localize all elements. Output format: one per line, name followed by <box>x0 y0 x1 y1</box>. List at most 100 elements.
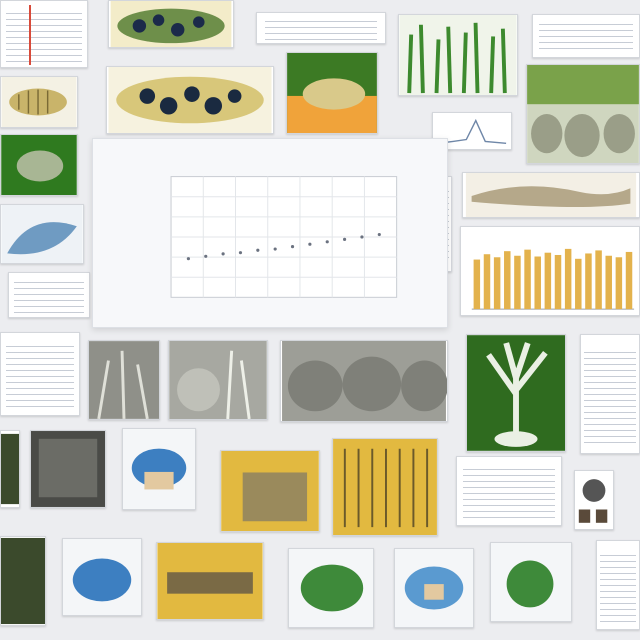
bar <box>514 255 521 310</box>
green-round-tile <box>490 542 572 622</box>
bar <box>534 256 541 310</box>
bar <box>625 251 633 310</box>
doc-lines <box>599 549 637 622</box>
dark-photo-tile <box>0 430 20 508</box>
red-rule <box>29 5 31 65</box>
doc-lines <box>6 7 82 62</box>
data-point <box>273 247 277 251</box>
bar <box>483 254 491 310</box>
dark-photo <box>1 433 19 505</box>
rocks-illustration <box>282 341 447 421</box>
tree-illustration <box>467 335 565 451</box>
bar <box>554 254 562 310</box>
yellow-grid-tile <box>156 542 264 620</box>
green-round <box>491 543 571 621</box>
spotted-fish-illustration <box>108 67 272 133</box>
yellow-bars <box>333 439 437 535</box>
green-specimen-illustration <box>1 135 77 195</box>
roots-illustration <box>527 65 639 163</box>
green-blob-tile <box>288 548 374 628</box>
roots-photo-1 <box>88 340 160 420</box>
bar <box>615 257 623 310</box>
dark-specimen-tile <box>30 430 106 508</box>
doc-lines <box>584 346 636 444</box>
data-point <box>204 254 208 258</box>
blue-fossil-tile-1 <box>62 538 142 616</box>
data-point <box>360 235 364 239</box>
bar <box>504 251 511 310</box>
green-specimen-tile <box>0 134 78 196</box>
doc-tile-top-right <box>532 14 640 58</box>
roots-photo-2 <box>168 340 268 420</box>
blue-leaf-tile <box>0 204 84 264</box>
data-point <box>308 242 312 246</box>
dark-grass-tile <box>0 536 46 626</box>
data-point <box>343 237 347 241</box>
rocks-photo <box>280 340 448 422</box>
fossil-tile-right <box>462 172 640 218</box>
mini-chart-tile <box>432 112 512 150</box>
doc-lines <box>5 341 75 409</box>
roots-tile <box>526 64 640 164</box>
blue-fossil <box>63 539 141 615</box>
doc-tile-top-mid <box>256 12 386 44</box>
doc-tile-top-left <box>0 0 88 68</box>
bar-chart-tile <box>460 226 640 316</box>
blue-leaf-illustration <box>1 205 83 263</box>
doc-lines <box>539 19 633 54</box>
yellow-grid <box>157 543 263 619</box>
data-point <box>325 240 329 244</box>
small-photo-tile <box>574 470 614 530</box>
small-photo <box>575 471 613 529</box>
bar <box>585 253 592 310</box>
fossil-tile-top <box>108 0 234 48</box>
plants-illustration <box>399 15 517 95</box>
bar <box>473 259 481 310</box>
bone-illustration <box>465 173 637 217</box>
bar <box>564 248 572 310</box>
data-point <box>290 245 295 249</box>
green-fish-illustration <box>287 53 377 133</box>
bar <box>575 258 582 310</box>
bar <box>544 252 552 310</box>
blue-fossil-tile-2 <box>394 548 474 628</box>
green-fish-tile <box>286 52 378 134</box>
wood-grid-tile <box>220 450 320 532</box>
roots-photo <box>169 341 267 419</box>
data-point <box>256 248 260 252</box>
main-chart-card <box>92 138 448 328</box>
doc-tile-lower-right <box>456 456 562 526</box>
bar <box>595 250 602 310</box>
plants-tile <box>398 14 518 96</box>
doc-lines <box>264 16 378 41</box>
bar <box>524 249 531 310</box>
doc-lines <box>463 463 555 520</box>
blue-fossil <box>395 549 473 627</box>
dark-grass <box>1 537 45 625</box>
data-point <box>221 252 225 256</box>
doc-tile-left-mid <box>8 272 90 318</box>
doc-lines <box>13 277 85 314</box>
doc-tile-mid-left <box>0 332 80 416</box>
spotted-fish-tile <box>106 66 274 134</box>
blue-doc-tile <box>596 540 640 630</box>
fish-tile-left <box>0 76 78 128</box>
tree-tile <box>466 334 566 452</box>
bar <box>493 257 501 310</box>
blue-diagram-tile <box>122 428 196 510</box>
yellow-bars-tile <box>332 438 438 536</box>
wood-grid <box>221 451 319 531</box>
data-point <box>186 257 190 261</box>
roots-photo <box>89 341 159 419</box>
fish-illustration <box>1 77 77 127</box>
green-blob <box>289 549 373 627</box>
dark-specimen <box>31 431 105 507</box>
data-point <box>238 251 243 255</box>
doc-tile-green-right <box>580 334 640 454</box>
bar-chart <box>471 248 635 310</box>
fossil-illustration <box>110 1 232 47</box>
blue-diagram <box>123 429 195 509</box>
bar <box>605 255 612 310</box>
data-point <box>377 232 381 237</box>
main-scatter-chart <box>170 176 398 298</box>
